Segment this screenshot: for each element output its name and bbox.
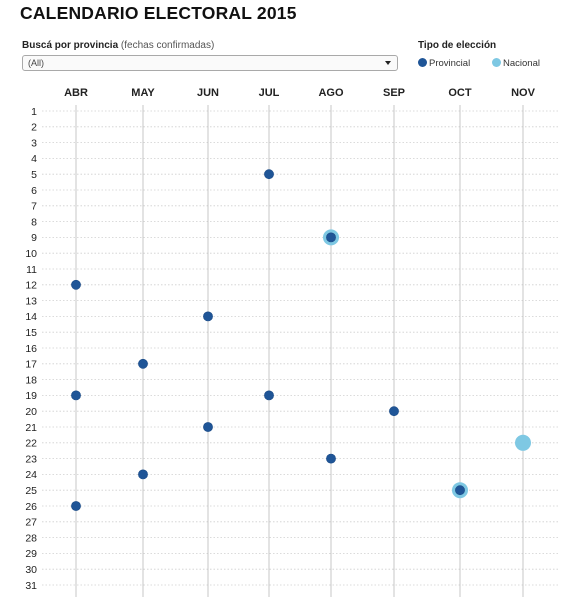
day-label-22: 22 (25, 438, 37, 450)
day-label-14: 14 (25, 311, 37, 323)
point-provincial-sep-20 (389, 406, 399, 417)
day-label-16: 16 (25, 343, 37, 355)
legend-item-nacional[interactable]: Nacional (492, 58, 540, 69)
point-provincial-jul-5 (264, 169, 274, 180)
province-filter-label-text: Buscá por provincia (22, 40, 119, 51)
day-label-30: 30 (25, 564, 37, 576)
day-label-2: 2 (31, 122, 37, 134)
month-label-sep: SEP (383, 87, 405, 99)
point-nacional-nov-22 (515, 434, 531, 451)
page-title: CALENDARIO ELECTORAL 2015 (20, 3, 297, 23)
day-label-25: 25 (25, 485, 37, 497)
legend-label-provincial: Provincial (429, 58, 471, 69)
month-label-oct: OCT (448, 87, 472, 99)
point-provincial-jun-14 (203, 311, 213, 322)
day-label-10: 10 (25, 248, 37, 260)
legend-label-nacional: Nacional (503, 58, 540, 69)
day-label-17: 17 (25, 359, 37, 371)
province-filter-label: Buscá por provincia (fechas confirmadas) (22, 40, 214, 51)
month-label-ago: AGO (318, 87, 344, 99)
point-provincial-abr-19 (71, 390, 81, 401)
day-label-19: 19 (25, 390, 37, 402)
day-label-4: 4 (31, 153, 37, 165)
day-label-6: 6 (31, 185, 37, 197)
day-label-27: 27 (25, 517, 37, 529)
day-label-3: 3 (31, 137, 37, 149)
point-provincial-oct-25 (455, 485, 465, 496)
month-label-abr: ABR (64, 87, 88, 99)
legend-title: Tipo de elección (418, 40, 497, 51)
day-label-8: 8 (31, 216, 37, 228)
province-select-value: (All) (28, 58, 44, 68)
month-label-may: MAY (131, 87, 155, 99)
day-label-28: 28 (25, 532, 37, 544)
legend-item-provincial[interactable]: Provincial (418, 58, 470, 69)
day-label-9: 9 (31, 232, 37, 244)
day-label-21: 21 (25, 422, 37, 434)
day-label-5: 5 (31, 169, 37, 181)
province-select[interactable]: (All) (22, 55, 398, 71)
province-filter-note: (fechas confirmadas) (120, 40, 215, 51)
point-provincial-ago-9 (326, 232, 336, 243)
day-label-20: 20 (25, 406, 37, 418)
day-label-23: 23 (25, 453, 37, 465)
month-label-jun: JUN (197, 87, 219, 99)
point-provincial-jun-21 (203, 422, 213, 432)
provincial-dot-icon (418, 58, 427, 67)
day-label-13: 13 (25, 295, 37, 307)
point-provincial-abr-26 (71, 501, 81, 511)
day-label-11: 11 (26, 264, 37, 276)
day-label-7: 7 (31, 201, 37, 213)
day-label-12: 12 (25, 280, 37, 292)
day-label-1: 1 (31, 106, 37, 118)
point-provincial-jul-19 (264, 390, 274, 401)
nacional-dot-icon (492, 58, 501, 67)
chevron-down-icon[interactable] (385, 61, 391, 65)
day-label-24: 24 (25, 469, 37, 481)
point-provincial-may-24 (138, 469, 148, 480)
month-label-jul: JUL (259, 87, 280, 99)
month-label-nov: NOV (511, 87, 536, 99)
day-label-29: 29 (25, 548, 37, 560)
point-provincial-abr-12 (71, 279, 81, 290)
day-label-15: 15 (25, 327, 37, 339)
day-label-18: 18 (25, 374, 37, 386)
point-provincial-may-17 (138, 358, 148, 369)
day-label-31: 31 (25, 580, 37, 592)
point-provincial-ago-23 (326, 453, 336, 464)
day-label-26: 26 (25, 501, 37, 513)
